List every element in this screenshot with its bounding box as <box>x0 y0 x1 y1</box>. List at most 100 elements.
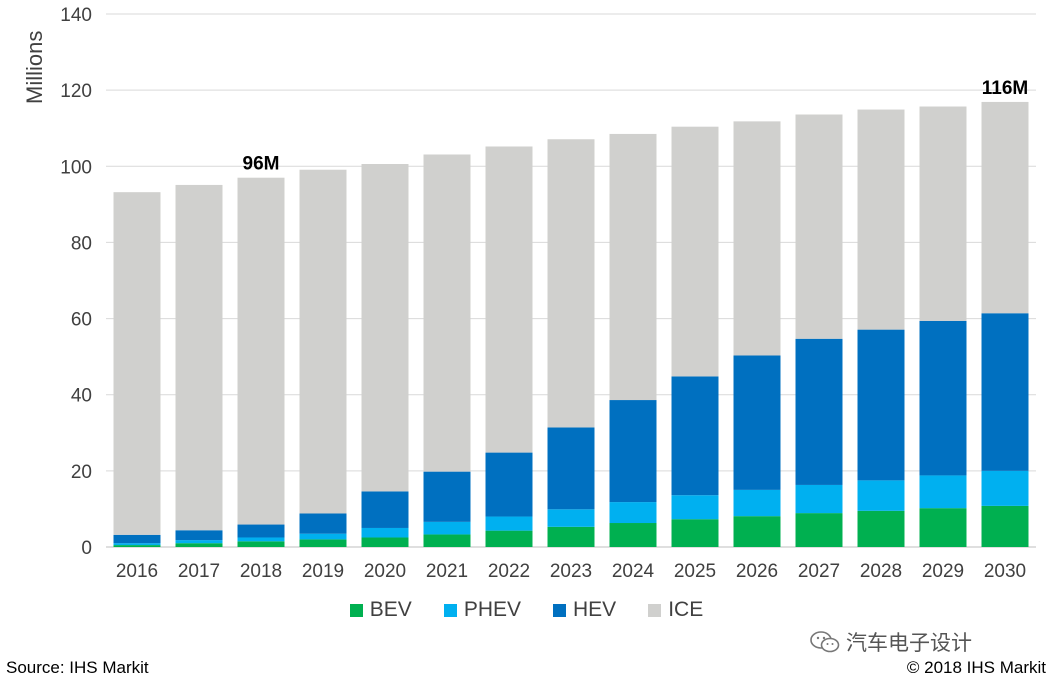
bar-ice-2019 <box>299 169 347 514</box>
x-tick-label: 2023 <box>550 561 592 582</box>
bar-hev-2027 <box>795 338 843 485</box>
bar-ice-2021 <box>423 154 471 472</box>
bar-ice-2023 <box>547 139 595 428</box>
bar-bev-2021 <box>423 534 471 547</box>
y-tick-label: 0 <box>81 538 92 559</box>
copyright-text: © 2018 IHS Markit <box>906 658 1046 677</box>
bar-phev-2018 <box>237 537 285 542</box>
bar-hev-2023 <box>547 427 595 510</box>
bar-bev-2019 <box>299 539 347 547</box>
y-tick-label: 80 <box>71 233 92 254</box>
bar-phev-2019 <box>299 533 347 540</box>
x-tick-label: 2016 <box>116 561 158 582</box>
bar-phev-2020 <box>361 527 409 538</box>
bar-ice-2029 <box>919 106 967 321</box>
wechat-icon <box>810 631 840 653</box>
y-tick-label: 100 <box>60 157 92 178</box>
x-tick-label: 2029 <box>922 561 964 582</box>
legend-item-bev: BEV <box>349 598 412 622</box>
legend-label-bev: BEV <box>369 598 412 621</box>
bar-ice-2026 <box>733 121 781 356</box>
bar-phev-2025 <box>671 495 719 520</box>
source-text: Source: IHS Markit <box>6 658 149 677</box>
bar-bev-2020 <box>361 537 409 547</box>
y-tick-label: 40 <box>71 386 92 407</box>
bar-hev-2018 <box>237 524 285 538</box>
bar-hev-2026 <box>733 355 781 490</box>
bar-ice-2028 <box>857 109 905 330</box>
x-tick-label: 2025 <box>674 561 716 582</box>
bar-hev-2022 <box>485 452 533 517</box>
bar-bev-2026 <box>733 516 781 547</box>
bar-bev-2022 <box>485 530 533 547</box>
bar-bev-2030 <box>981 505 1029 547</box>
bar-ice-2027 <box>795 114 843 339</box>
x-axis-ticks: 2016 2017 2018 2019 2020 2021 2022 2023 2024 2025… <box>116 561 1026 582</box>
x-tick-label: 2020 <box>364 561 406 582</box>
legend-swatch-hev <box>553 603 566 617</box>
watermark: 汽车电子设计 <box>810 627 972 657</box>
watermark-text: 汽车电子设计 <box>846 632 972 655</box>
bar-phev-2029 <box>919 475 967 509</box>
bar-bev-2017 <box>175 543 223 547</box>
bar-hev-2030 <box>981 313 1029 471</box>
bar-ice-2025 <box>671 126 719 377</box>
x-tick-label: 2021 <box>426 561 468 582</box>
x-tick-label: 2018 <box>240 561 282 582</box>
x-tick-label: 2022 <box>488 561 530 582</box>
bar-hev-2025 <box>671 376 719 496</box>
bar-bev-2023 <box>547 526 595 547</box>
bar-bev-2025 <box>671 519 719 547</box>
bar-hev-2029 <box>919 320 967 476</box>
bar-phev-2030 <box>981 470 1029 506</box>
bar-bev-2028 <box>857 510 905 547</box>
x-tick-label: 2026 <box>736 561 778 582</box>
bar-hev-2017 <box>175 530 223 541</box>
annotations: 96M 116M <box>243 78 1029 175</box>
bar-phev-2028 <box>857 480 905 511</box>
x-tick-label: 2017 <box>178 561 220 582</box>
bar-ice-2024 <box>609 133 657 401</box>
bar-phev-2023 <box>547 509 595 527</box>
y-axis-label: Millions <box>22 31 47 104</box>
y-tick-label: 60 <box>71 310 92 331</box>
x-tick-label: 2028 <box>860 561 902 582</box>
bar-hev-2028 <box>857 329 905 481</box>
bar-phev-2026 <box>733 489 781 517</box>
bar-ice-2018 <box>237 177 285 525</box>
bar-ice-2020 <box>361 164 409 492</box>
legend-swatch-phev <box>443 603 457 617</box>
bar-ice-2016 <box>113 192 161 535</box>
y-axis-ticks: 0 20 40 60 80 100 120 140 <box>60 5 92 559</box>
y-tick-label: 140 <box>60 5 92 26</box>
legend-label-ice: ICE <box>668 598 704 621</box>
legend-swatch-ice <box>648 603 662 617</box>
bar-hev-2021 <box>423 471 471 522</box>
annotation-2030: 116M <box>982 78 1028 99</box>
x-tick-label: 2030 <box>984 561 1026 582</box>
bar-hev-2020 <box>361 491 409 528</box>
annotation-2018: 96M <box>243 154 280 175</box>
bar-ice-2030 <box>981 101 1029 314</box>
bar-phev-2017 <box>175 540 223 544</box>
bar-ice-2017 <box>175 184 223 531</box>
bar-ice-2022 <box>485 146 533 453</box>
bars <box>113 101 1029 547</box>
x-tick-label: 2019 <box>302 561 344 582</box>
bar-phev-2027 <box>795 484 843 514</box>
legend-item-hev: HEV <box>553 598 616 622</box>
legend: BEV PHEV HEV ICE <box>0 596 1053 624</box>
bar-hev-2019 <box>299 513 347 534</box>
y-tick-label: 120 <box>60 81 92 102</box>
bar-bev-2018 <box>237 541 285 547</box>
bar-hev-2016 <box>113 534 161 544</box>
x-tick-label: 2024 <box>612 561 655 582</box>
bar-phev-2021 <box>423 521 471 535</box>
y-tick-label: 20 <box>71 462 92 483</box>
legend-item-ice: ICE <box>648 598 703 622</box>
x-tick-label: 2027 <box>798 561 840 582</box>
bar-phev-2016 <box>113 543 161 546</box>
bar-bev-2016 <box>113 545 161 547</box>
bar-phev-2022 <box>485 516 533 531</box>
